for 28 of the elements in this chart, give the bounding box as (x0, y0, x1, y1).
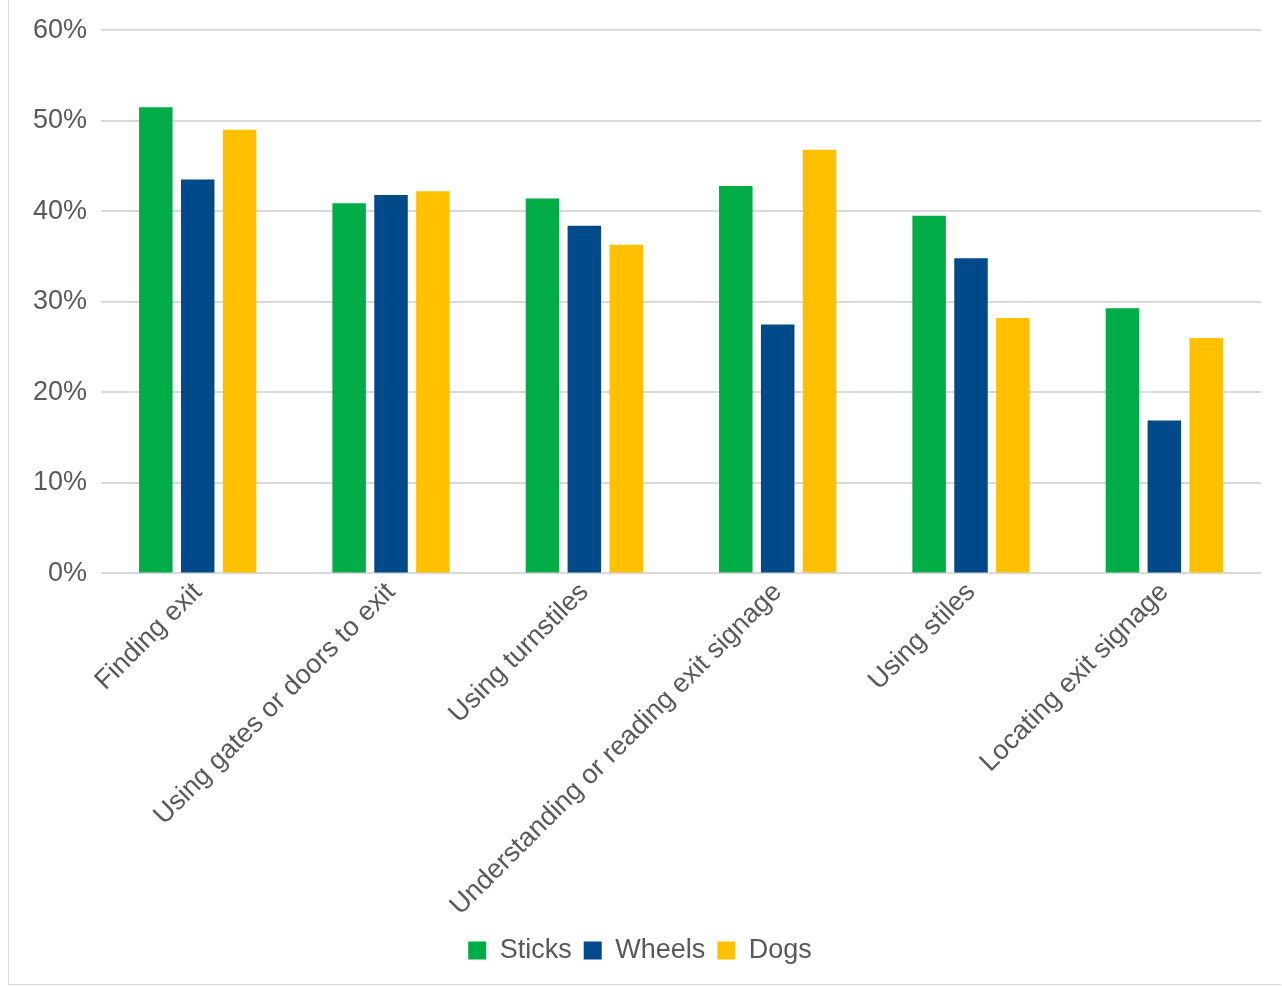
bar (1105, 308, 1140, 573)
y-tick-label: 0% (48, 556, 88, 587)
bar (374, 194, 408, 573)
legend-label: Sticks (499, 933, 572, 964)
bar (912, 215, 946, 573)
bar (609, 244, 643, 573)
legend-label: Dogs (748, 933, 812, 964)
bar (222, 129, 257, 573)
y-tick-label: 20% (32, 375, 88, 406)
y-tick-label: 50% (32, 104, 88, 135)
bar (416, 191, 450, 573)
bar (567, 225, 602, 573)
bar (802, 149, 837, 573)
y-tick-label: 10% (32, 466, 88, 497)
bar (139, 107, 173, 573)
bar (760, 324, 795, 573)
bar (954, 258, 988, 573)
legend-label: Wheels (615, 933, 706, 964)
bar (180, 179, 215, 573)
bar (1147, 420, 1182, 573)
bar (719, 185, 753, 573)
bar (1189, 338, 1223, 573)
y-tick-label: 30% (32, 285, 88, 316)
y-tick-label: 60% (32, 13, 88, 44)
bar (525, 198, 560, 573)
bar (332, 203, 366, 573)
y-tick-label: 40% (32, 194, 88, 225)
bar (996, 318, 1030, 573)
